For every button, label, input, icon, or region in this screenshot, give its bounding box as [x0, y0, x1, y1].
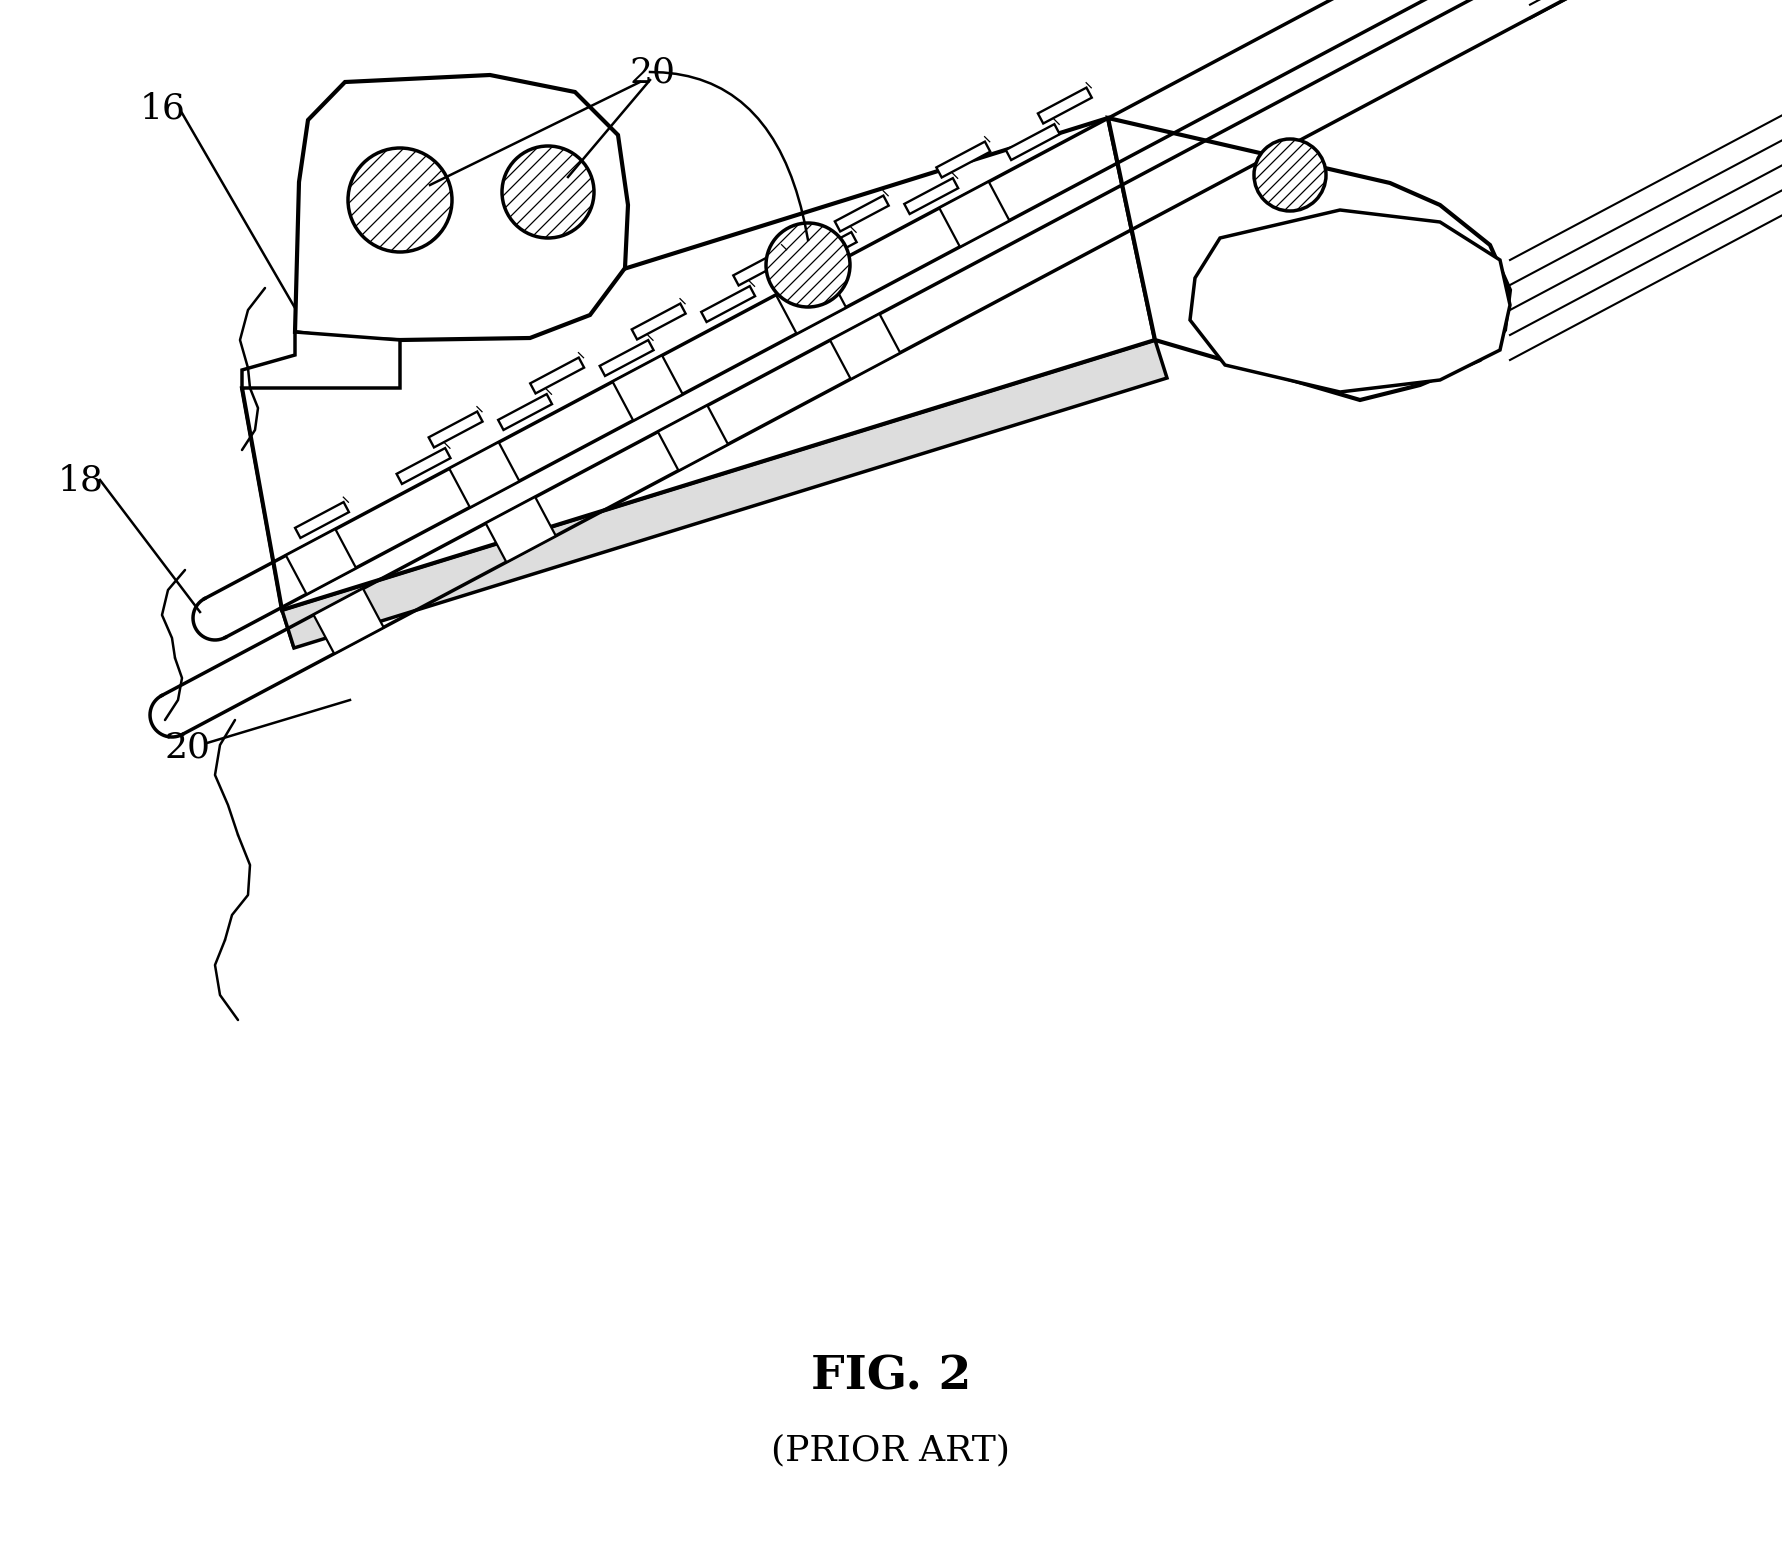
Polygon shape	[1189, 210, 1509, 392]
Polygon shape	[242, 118, 1155, 610]
Polygon shape	[294, 502, 349, 538]
Polygon shape	[732, 249, 786, 285]
Text: FIG. 2: FIG. 2	[811, 1355, 971, 1400]
Circle shape	[766, 223, 850, 307]
Circle shape	[347, 147, 453, 252]
Polygon shape	[599, 340, 654, 376]
Polygon shape	[294, 75, 627, 340]
Polygon shape	[903, 179, 957, 213]
Polygon shape	[449, 442, 519, 508]
Text: 18: 18	[59, 463, 103, 497]
Polygon shape	[497, 394, 552, 430]
Polygon shape	[613, 356, 683, 420]
Text: 20: 20	[629, 55, 675, 89]
Circle shape	[1253, 140, 1326, 212]
Polygon shape	[1005, 124, 1059, 160]
Polygon shape	[700, 285, 756, 321]
Text: (PRIOR ART): (PRIOR ART)	[772, 1433, 1010, 1468]
Polygon shape	[936, 141, 989, 177]
Text: 20: 20	[166, 731, 210, 765]
Polygon shape	[242, 387, 294, 648]
Polygon shape	[285, 528, 356, 594]
Polygon shape	[485, 497, 556, 563]
Polygon shape	[1037, 88, 1091, 124]
Polygon shape	[1107, 118, 1509, 400]
Polygon shape	[529, 358, 584, 394]
Text: 16: 16	[141, 91, 185, 125]
Polygon shape	[242, 332, 399, 387]
Circle shape	[503, 146, 593, 238]
Polygon shape	[428, 411, 483, 447]
Polygon shape	[834, 196, 887, 232]
Polygon shape	[830, 314, 900, 379]
Polygon shape	[314, 588, 383, 654]
Polygon shape	[282, 340, 1167, 648]
Polygon shape	[939, 182, 1009, 246]
Polygon shape	[396, 448, 451, 485]
Polygon shape	[631, 304, 686, 339]
Polygon shape	[802, 232, 855, 268]
Polygon shape	[658, 406, 727, 470]
Polygon shape	[775, 268, 846, 334]
